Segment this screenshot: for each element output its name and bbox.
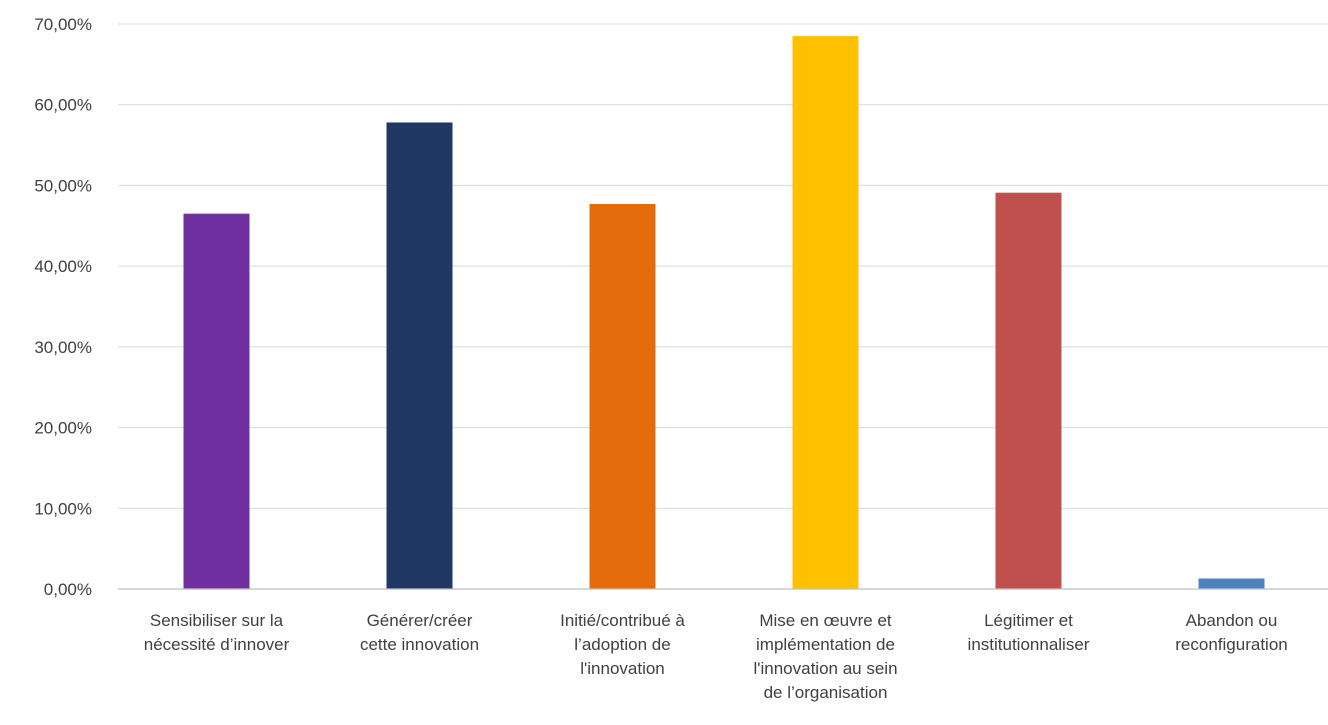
x-category-label-line: institutionnaliser [968,635,1090,654]
x-category-label-line: de l’organisation [764,683,888,702]
grid-lines [118,23,1328,509]
x-category-label-line: Abandon ou [1186,611,1278,630]
x-category-label-line: cette innovation [360,635,479,654]
y-axis-tick-labels: 0,00% 10,00% 20,00% 30,00% 40,00% 50,00% 60,00… [34,15,92,599]
x-category-label: Légitimer et institutionnaliser [968,611,1090,654]
x-category-label: Mise en œuvre et implémentation de l'innov… [753,611,897,702]
y-tick-label: 60,00% [34,96,92,115]
y-tick-label: 20,00% [34,419,92,438]
x-category-label-line: l'innovation au sein [753,659,897,678]
x-category-label-line: reconfiguration [1175,635,1287,654]
y-tick-label: 50,00% [34,176,92,195]
bar [386,122,453,589]
x-category-label: Sensibiliser sur la nécessité d’innover [144,611,290,654]
bar [1198,578,1265,589]
x-category-label: Générer/créer cette innovation [360,611,479,654]
x-category-label-line: implémentation de [756,635,895,654]
x-category-label-line: Sensibiliser sur la [150,611,284,630]
x-category-label-line: Mise en œuvre et [759,611,892,630]
y-tick-label: 0,00% [44,580,92,599]
bars [183,36,1265,590]
y-tick-label: 30,00% [34,338,92,357]
x-category-label-line: l'innovation [580,659,665,678]
y-tick-label: 40,00% [34,257,92,276]
x-category-label-line: Générer/créer [367,611,473,630]
bar [183,213,250,589]
x-category-label-line: nécessité d’innover [144,635,290,654]
bar [995,192,1062,589]
bar [792,36,859,590]
bar [589,203,656,589]
x-category-label-line: Initié/contribué à [560,611,685,630]
x-category-label-line: Légitimer et [984,611,1073,630]
x-axis-category-labels: Sensibiliser sur la nécessité d’innover Gé… [144,611,1288,702]
y-tick-label: 70,00% [34,15,92,34]
x-category-label: Abandon ou reconfiguration [1175,611,1287,654]
x-category-label-line: l’adoption de [574,635,670,654]
y-tick-label: 10,00% [34,499,92,518]
x-category-label: Initié/contribué à l’adoption de l'innovat… [560,611,685,678]
